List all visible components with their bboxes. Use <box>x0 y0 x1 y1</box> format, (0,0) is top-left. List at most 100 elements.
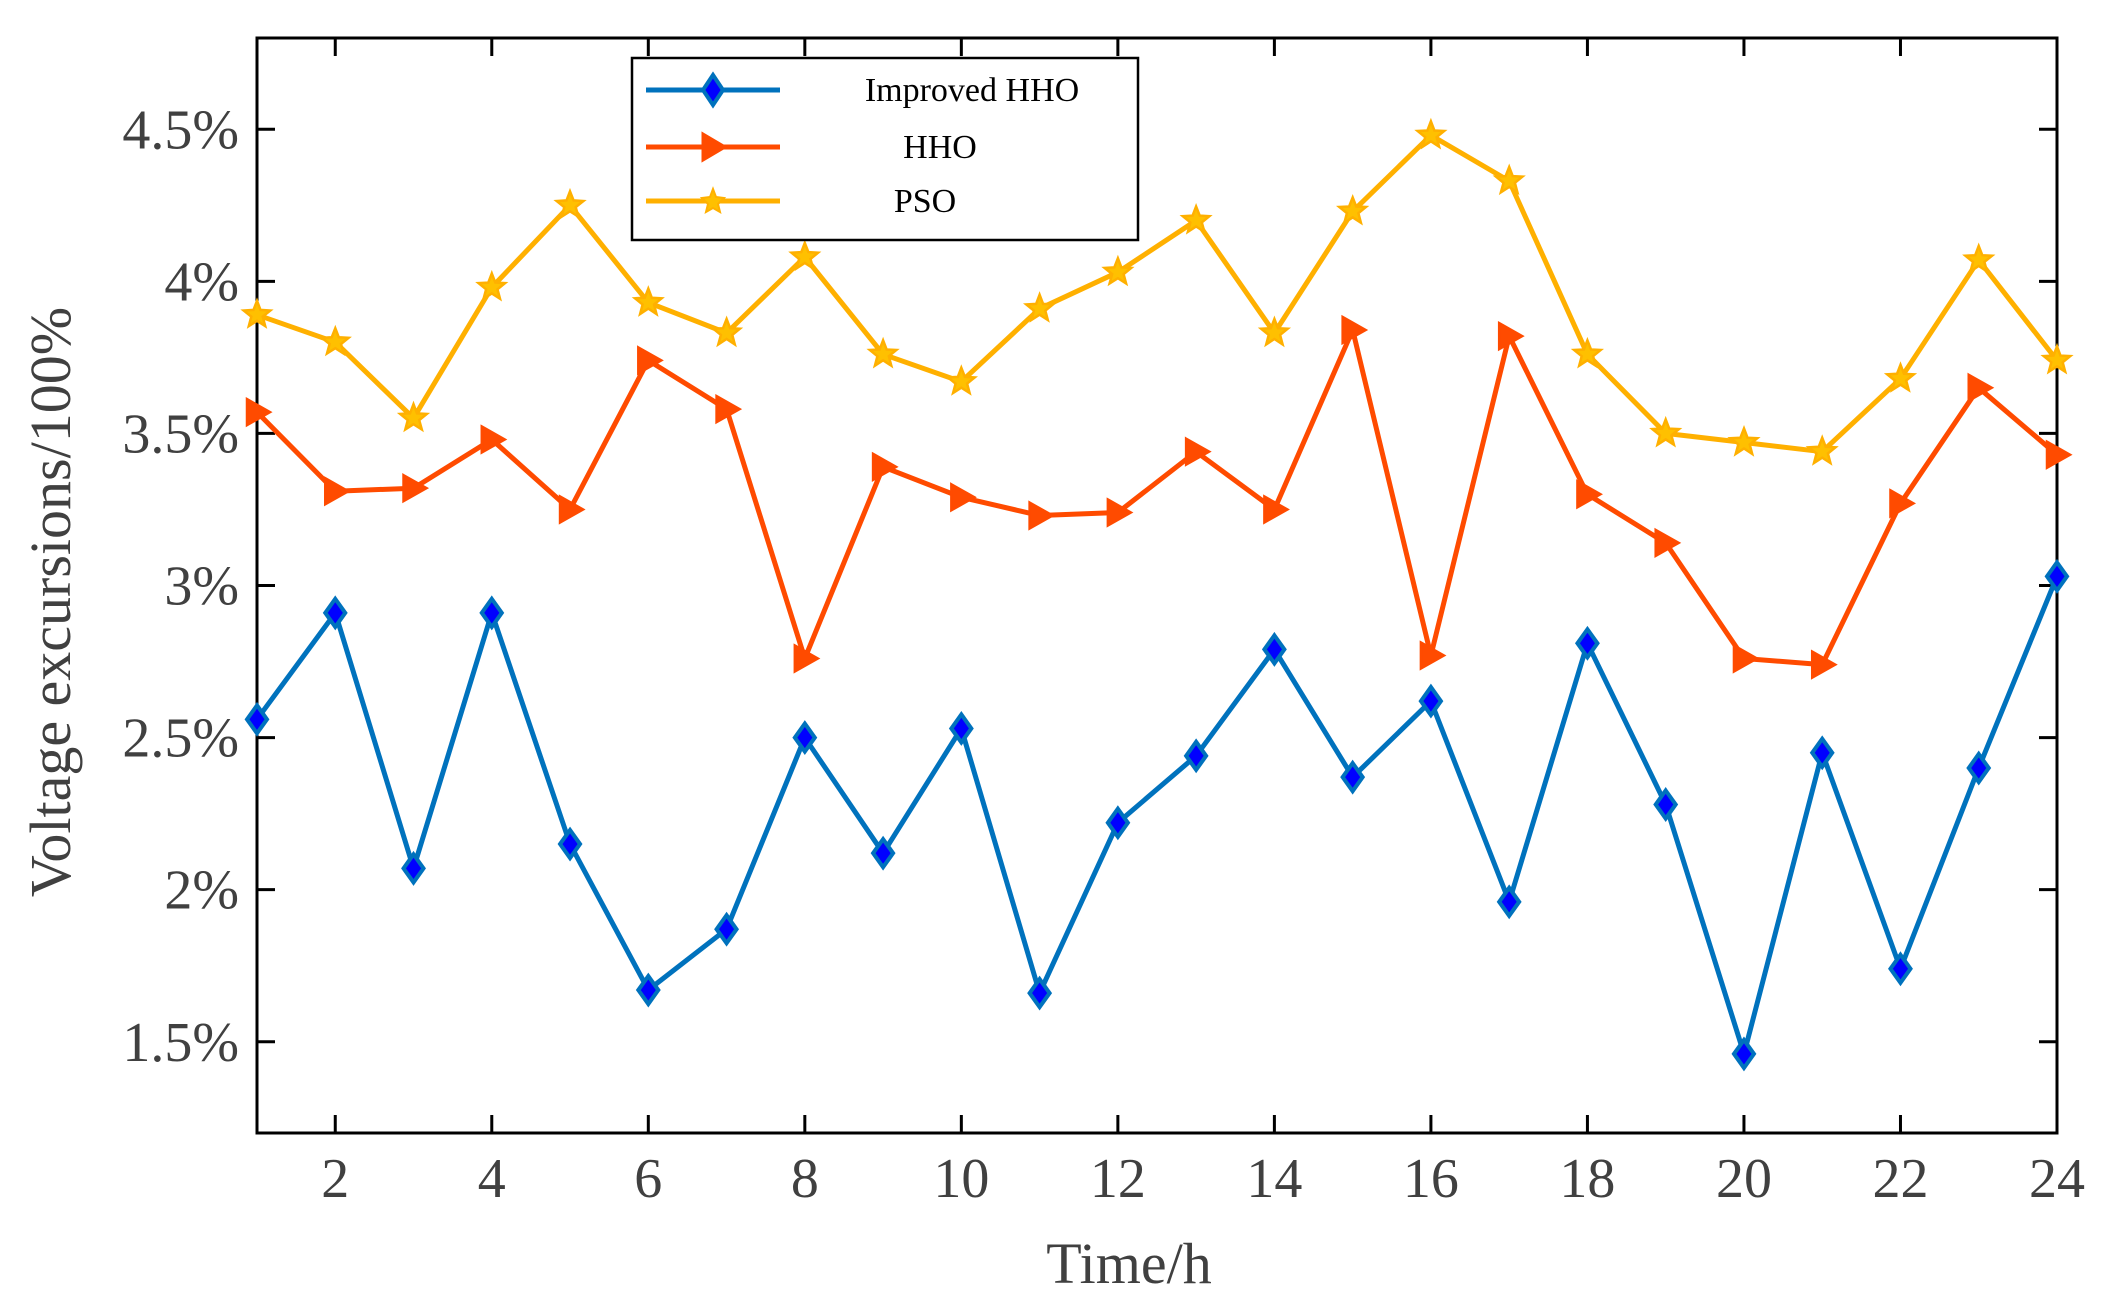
data-point-hho <box>1028 500 1056 531</box>
data-point-pso <box>709 315 744 348</box>
data-point-pso <box>1492 163 1526 196</box>
data-point-pso <box>1257 315 1292 348</box>
x-tick-label: 8 <box>791 1148 819 1210</box>
data-point-pso <box>2040 342 2074 375</box>
data-point-improved-hho <box>1809 735 1835 771</box>
data-point-pso <box>1414 117 1448 150</box>
data-point-pso <box>1962 242 1996 275</box>
x-axis: 2 4 6 8 10 12 14 16 18 20 22 24 <box>321 38 2085 1210</box>
data-point-improved-hho <box>1653 787 1679 822</box>
data-point-improved-hho <box>1027 975 1053 1011</box>
data-point-hho <box>1341 314 1369 346</box>
data-point-improved-hho <box>714 911 740 947</box>
data-point-improved-hho <box>1261 631 1287 667</box>
legend-label-hho: HHO <box>903 129 977 166</box>
data-point-pso <box>475 269 509 302</box>
data-point-hho <box>1497 320 1525 352</box>
x-tick-label: 16 <box>1403 1148 1459 1210</box>
data-point-hho <box>1419 640 1447 671</box>
y-tick-label: 1.5% <box>122 1012 239 1074</box>
data-point-improved-hho <box>479 595 505 631</box>
data-point-pso <box>944 364 979 396</box>
legend: Improved HHO HHO PSO <box>630 56 1140 242</box>
data-point-improved-hho <box>1888 951 1913 987</box>
data-point-hho <box>793 643 821 674</box>
y-tick-label: 4.5% <box>122 99 239 161</box>
data-point-pso <box>1570 336 1605 369</box>
data-point-improved-hho <box>1966 750 1992 786</box>
data-point-pso <box>866 336 900 369</box>
data-point-pso <box>396 400 431 433</box>
data-point-improved-hho <box>1105 805 1131 841</box>
data-point-hho <box>324 476 351 507</box>
data-point-pso <box>1883 361 1918 393</box>
data-point-pso <box>1179 203 1213 235</box>
data-point-hho <box>1263 494 1290 525</box>
series-improved-hho <box>244 558 2070 1072</box>
series-layer <box>240 117 2074 1072</box>
series-pso <box>240 117 2074 466</box>
x-tick-label: 18 <box>1559 1148 1615 1210</box>
data-point-hho <box>402 473 430 504</box>
y-tick-label: 4% <box>164 251 239 313</box>
data-point-pso <box>1022 291 1057 323</box>
data-point-hho <box>1654 527 1682 559</box>
y-tick-label: 3.5% <box>122 403 239 465</box>
data-point-hho <box>245 396 273 428</box>
series-line-pso <box>256 132 2059 455</box>
x-tick-label: 4 <box>478 1148 506 1210</box>
data-point-hho <box>1967 372 1995 403</box>
data-point-pso <box>631 285 665 317</box>
data-point-hho <box>637 345 664 376</box>
series-hho <box>245 314 2073 680</box>
x-tick-label: 6 <box>634 1148 662 1210</box>
x-tick-label: 14 <box>1246 1148 1302 1210</box>
data-point-improved-hho <box>244 701 270 737</box>
x-tick-label: 24 <box>2029 1148 2085 1210</box>
data-point-hho <box>871 451 899 483</box>
data-point-improved-hho <box>401 850 426 886</box>
plot-area <box>255 36 2059 1135</box>
x-tick-label: 12 <box>1090 1148 1146 1210</box>
legend-marker-hho <box>701 131 728 163</box>
data-point-hho <box>1889 488 1917 519</box>
data-point-improved-hho <box>870 835 896 871</box>
data-point-pso <box>553 187 587 220</box>
legend-entry-hho: HHO <box>646 129 977 166</box>
x-tick-label: 20 <box>1716 1148 1772 1210</box>
data-point-hho <box>2045 439 2073 470</box>
data-point-improved-hho <box>1340 759 1366 795</box>
series-line-improved-hho <box>254 575 2060 1057</box>
data-point-improved-hho <box>1183 738 1209 774</box>
data-point-hho <box>1576 479 1603 510</box>
plot-border <box>255 36 2059 1135</box>
y-axis-title: Voltage excursions/100% <box>18 307 83 897</box>
legend-entry-improved-hho: Improved HHO <box>646 71 1079 109</box>
data-point-hho <box>558 494 586 525</box>
data-point-pso <box>240 297 274 329</box>
y-tick-label: 2.5% <box>122 708 239 770</box>
data-point-improved-hho <box>1574 625 1600 661</box>
data-point-improved-hho <box>2044 558 2070 594</box>
data-point-hho <box>480 424 508 455</box>
data-point-improved-hho <box>1496 884 1522 920</box>
data-point-improved-hho <box>1731 1036 1757 1072</box>
legend-label-improved-hho: Improved HHO <box>865 72 1079 109</box>
y-tick-label: 3% <box>164 556 239 618</box>
data-point-pso <box>788 239 822 272</box>
data-point-improved-hho <box>1418 683 1444 719</box>
data-point-improved-hho <box>557 826 583 862</box>
data-point-hho <box>1106 497 1134 528</box>
data-point-hho <box>715 393 743 425</box>
legend-label-pso: PSO <box>894 183 956 220</box>
data-point-pso <box>1335 193 1370 226</box>
data-point-pso <box>318 324 352 357</box>
y-axis: 1.5% 2% 2.5% 3% 3.5% 4% 4.5% <box>122 99 2057 1074</box>
x-tick-label: 2 <box>321 1148 349 1210</box>
x-axis-title: Time/h <box>1046 1231 1211 1296</box>
legend-marker-improved-hho <box>700 71 726 109</box>
data-point-pso <box>1727 425 1761 457</box>
data-point-hho <box>1810 649 1838 680</box>
legend-entry-pso: PSO <box>646 183 956 220</box>
